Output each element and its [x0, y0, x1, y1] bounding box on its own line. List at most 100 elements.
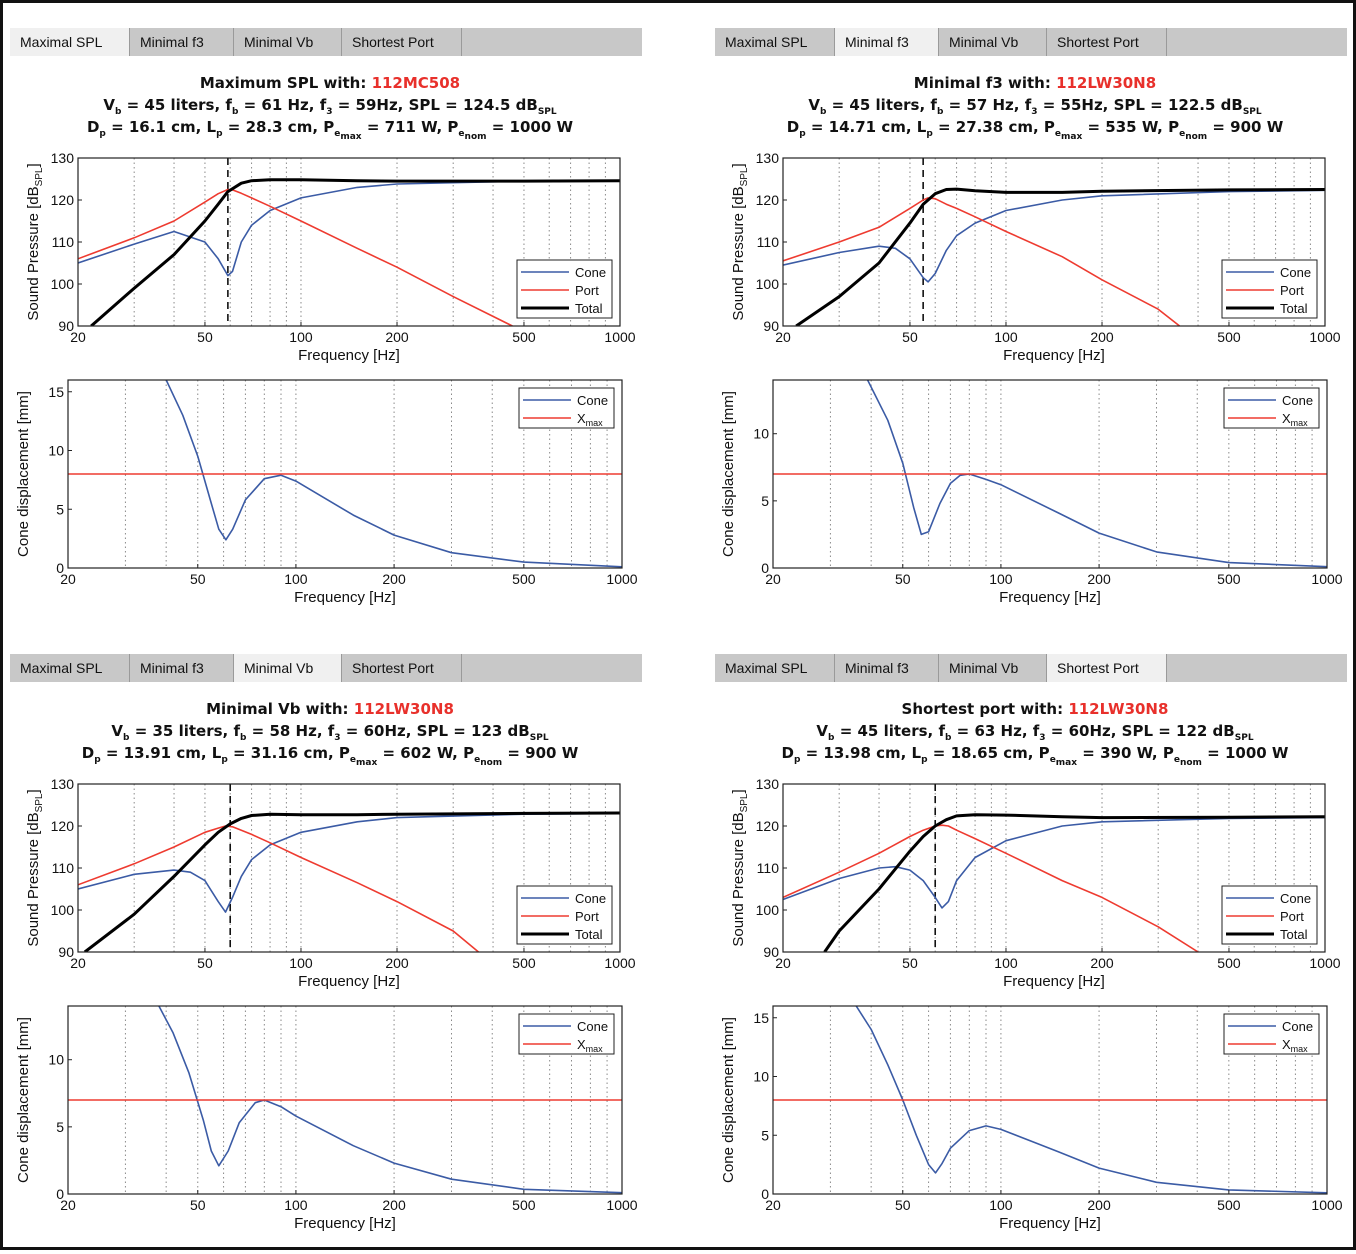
x-axis-label: Frequency [Hz]	[999, 589, 1101, 606]
x-axis-label: Frequency [Hz]	[999, 1215, 1101, 1232]
legend-label-cone: Cone	[577, 1019, 608, 1034]
x-tick-label: 500	[512, 571, 536, 587]
x-axis-label: Frequency [Hz]	[294, 1215, 396, 1232]
x-tick-label: 20	[765, 1197, 781, 1213]
panel-minimal-f3: Maximal SPL Minimal f3 Minimal Vb Shortest …	[715, 28, 1355, 628]
x-axis-label: Frequency [Hz]	[294, 589, 396, 606]
y-tick-label: 10	[48, 1052, 64, 1068]
tab-shortest-port[interactable]: Shortest Port	[342, 654, 462, 682]
x-tick-label: 20	[775, 329, 791, 345]
x-tick-label: 50	[197, 955, 213, 971]
x-axis-label: Frequency [Hz]	[1003, 973, 1105, 990]
y-tick-label: 120	[51, 818, 75, 834]
legend-label-cone: Cone	[1280, 265, 1311, 280]
y-axis-label: Cone displacement [mm]	[15, 1017, 32, 1183]
x-tick-label: 1000	[1309, 955, 1340, 971]
tab-maximal-spl[interactable]: Maximal SPL	[715, 654, 835, 682]
tab-minimal-f3[interactable]: Minimal f3	[835, 28, 939, 56]
tab-shortest-port[interactable]: Shortest Port	[342, 28, 462, 56]
series-line-cone	[78, 812, 620, 913]
charts-svg: 20 50 100 200 500 100090100110120130Frequency…	[720, 150, 1343, 606]
series-line-total	[83, 811, 620, 952]
series-line-total	[795, 187, 1325, 326]
x-tick-label: 500	[512, 955, 536, 971]
y-tick-label: 130	[51, 776, 75, 792]
legend-box	[1223, 387, 1320, 429]
driver-name: 112LW30N8	[353, 700, 454, 718]
x-tick-label: 100	[289, 955, 313, 971]
tab-minimal-vb[interactable]: Minimal Vb	[939, 28, 1047, 56]
tab-minimal-f3[interactable]: Minimal f3	[835, 654, 939, 682]
x-tick-label: 1000	[604, 329, 635, 345]
y-tick-label: 110	[52, 860, 75, 876]
displacement-chart-0: 20 50 100 200 500 1000 0 5 10 15 Frequency [Hz] Con…	[15, 379, 638, 606]
x-tick-label: 500	[1217, 571, 1241, 587]
axes-frame	[772, 379, 1328, 569]
series-line-total	[823, 813, 1325, 952]
legend: Cone Port Total	[1221, 885, 1318, 945]
chart-title-line3: Dp = 13.91 cm, Lp = 31.16 cm, Pemax = 60…	[81, 744, 579, 768]
legend-label-cone: Cone	[577, 393, 608, 408]
x-tick-label: 20	[70, 329, 86, 345]
axes-frame	[67, 379, 623, 569]
tab-bar: Maximal SPL Minimal f3 Minimal Vb Shortest …	[715, 654, 1347, 682]
tab-shortest-port[interactable]: Shortest Port	[1047, 28, 1167, 56]
y-tick-label: 5	[761, 1127, 769, 1143]
x-tick-label: 100	[284, 1197, 308, 1213]
x-tick-label: 50	[197, 329, 213, 345]
y-tick-label: 90	[58, 318, 74, 334]
charts-svg: 20 50 100 200 500 100090100110120130Frequency…	[15, 150, 638, 606]
y-tick-label: 0	[56, 560, 64, 576]
y-tick-label: 120	[51, 192, 75, 208]
panel-shortest-port: Maximal SPL Minimal f3 Minimal Vb Shortest …	[715, 654, 1355, 1254]
tab-maximal-spl[interactable]: Maximal SPL	[10, 28, 130, 56]
tab-minimal-vb[interactable]: Minimal Vb	[939, 654, 1047, 682]
x-tick-label: 1000	[1311, 571, 1342, 587]
legend-label-port: Port	[575, 909, 599, 924]
y-tick-label: 110	[52, 234, 75, 250]
panel-maximal-spl: Maximal SPL Minimal f3 Minimal Vb Shortest …	[10, 28, 650, 628]
tab-maximal-spl[interactable]: Maximal SPL	[715, 28, 835, 56]
charts-svg: 20 50 100 200 500 100090100110120130Frequency…	[15, 776, 638, 1232]
tab-minimal-f3[interactable]: Minimal f3	[130, 654, 234, 682]
y-tick-label: 110	[757, 234, 780, 250]
tab-minimal-f3[interactable]: Minimal f3	[130, 28, 234, 56]
y-tick-label: 130	[756, 150, 780, 166]
x-tick-label: 500	[1217, 329, 1241, 345]
y-axis-label: Cone displacement [mm]	[720, 1017, 737, 1183]
series-line-cone	[783, 189, 1325, 283]
legend: Cone Port Total	[516, 259, 613, 319]
legend-box	[518, 1013, 615, 1055]
x-tick-label: 200	[1087, 1197, 1111, 1213]
y-tick-label: 15	[48, 384, 64, 400]
x-tick-label: 50	[190, 571, 206, 587]
charts-svg: 20 50 100 200 500 100090100110120130Frequency…	[720, 776, 1343, 1232]
tab-shortest-port[interactable]: Shortest Port	[1047, 654, 1167, 682]
x-tick-label: 20	[765, 571, 781, 587]
x-tick-label: 100	[994, 955, 1018, 971]
y-tick-label: 100	[51, 276, 75, 292]
y-axis-label: Sound Pressure [dBSPL]	[730, 789, 750, 946]
x-tick-label: 100	[989, 1197, 1013, 1213]
spl-chart-1: 20 50 100 200 500 1000 90 100 110 120 130 Frequency…	[730, 150, 1341, 364]
x-tick-label: 1000	[604, 955, 635, 971]
legend-label-cone: Cone	[1282, 1019, 1313, 1034]
legend-label-total: Total	[1280, 301, 1308, 316]
displacement-chart-1: 20 50 100 200 500 1000 0 5 10 Frequency [Hz] Cone …	[720, 379, 1343, 606]
displacement-chart-3: 20 50 100 200 500 1000 0 5 10 15 Frequency [Hz] Con…	[720, 1005, 1343, 1232]
tab-minimal-vb[interactable]: Minimal Vb	[234, 28, 342, 56]
y-tick-label: 10	[753, 1069, 769, 1085]
tab-minimal-vb[interactable]: Minimal Vb	[234, 654, 342, 682]
series-line-cone	[855, 1006, 1327, 1194]
x-axis-label: Frequency [Hz]	[1003, 347, 1105, 364]
series-line-cone	[866, 380, 1327, 568]
y-tick-label: 110	[757, 860, 780, 876]
y-tick-label: 10	[48, 443, 64, 459]
legend-label-total: Total	[575, 301, 603, 316]
tab-maximal-spl[interactable]: Maximal SPL	[10, 654, 130, 682]
driver-name: 112LW30N8	[1056, 74, 1157, 92]
